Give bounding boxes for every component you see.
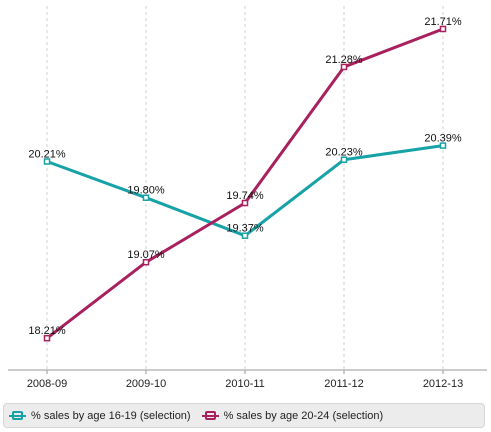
data-point-1-3: [340, 63, 348, 71]
x-tick-label: 2010-11: [225, 378, 265, 390]
data-point-1-2: [241, 199, 249, 207]
legend-swatch-teal: [9, 411, 26, 420]
x-tick-label: 2012-13: [423, 378, 463, 390]
data-label-1-0: 18.21%: [28, 325, 66, 337]
chart-legend: % sales by age 16-19 (selection) % sales…: [3, 403, 485, 428]
x-tick-label: 2009-10: [126, 378, 166, 390]
data-label-0-2: 19.37%: [226, 223, 264, 235]
legend-swatch-magenta: [201, 411, 219, 420]
data-point-0-1: [142, 194, 150, 201]
line-chart: 2008-09 2009-10 2010-11 2011-12 2012-13 20.21…: [8, 6, 487, 390]
data-point-0-0: [43, 158, 51, 165]
data-label-1-3: 21.28%: [325, 54, 363, 66]
data-point-1-4: [439, 25, 447, 33]
data-label-0-1: 19.80%: [127, 185, 165, 197]
data-label-1-4: 21.71%: [424, 16, 462, 28]
legend-label-age-16-19: % sales by age 16-19 (selection): [31, 409, 191, 422]
data-label-0-4: 20.39%: [424, 133, 462, 145]
data-label-1-2: 19.74%: [226, 190, 264, 202]
data-label-0-0: 20.21%: [28, 148, 66, 160]
x-tick-label: 2011-12: [324, 378, 364, 390]
data-point-0-4: [439, 142, 447, 149]
data-point-0-2: [241, 232, 249, 239]
legend-item-age-20-24[interactable]: % sales by age 20-24 (selection): [201, 409, 384, 422]
data-point-1-0: [43, 334, 51, 342]
data-label-1-1: 19.07%: [127, 249, 165, 261]
legend-label-age-20-24: % sales by age 20-24 (selection): [223, 409, 384, 422]
legend-item-age-16-19[interactable]: % sales by age 16-19 (selection): [9, 409, 191, 422]
data-point-0-3: [340, 156, 348, 163]
data-label-0-3: 20.23%: [325, 147, 363, 159]
x-tick-label: 2008-09: [27, 378, 67, 390]
data-point-1-1: [142, 258, 150, 266]
